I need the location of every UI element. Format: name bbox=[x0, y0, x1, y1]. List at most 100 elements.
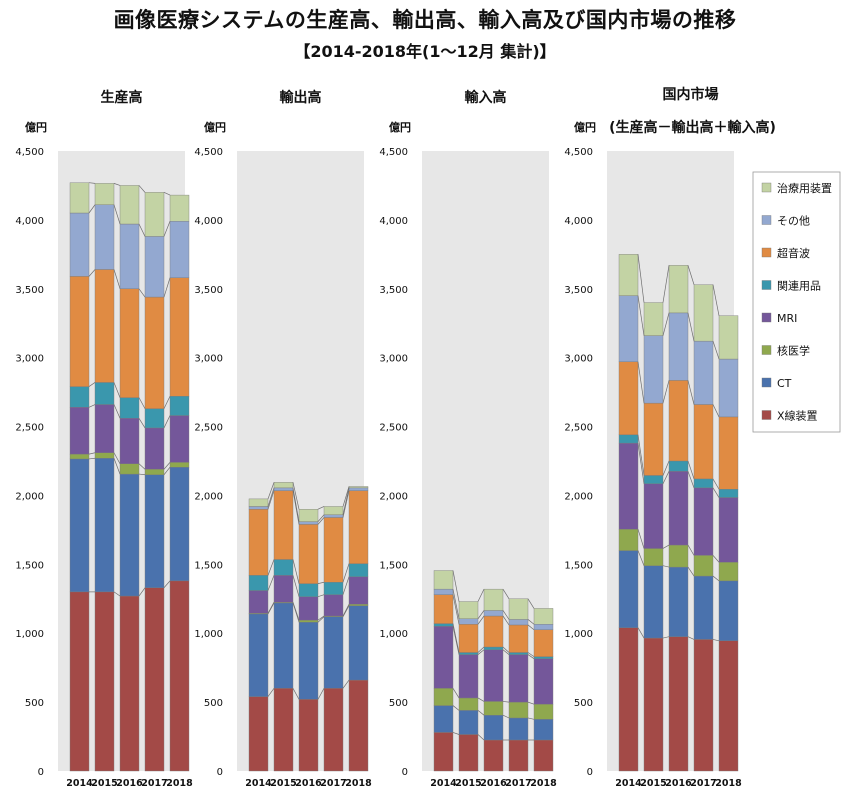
series-connector-line bbox=[662, 460, 670, 476]
bar-segment bbox=[144, 296, 165, 409]
bar-segment bbox=[533, 658, 554, 705]
bar-segment bbox=[433, 732, 454, 772]
bar-segment bbox=[119, 473, 140, 597]
bar-segment bbox=[618, 434, 639, 444]
series-connector-line bbox=[317, 688, 325, 700]
series-connector-line bbox=[527, 619, 535, 625]
bar-segment bbox=[273, 602, 294, 689]
series-connector-line bbox=[267, 559, 275, 576]
bar-segment bbox=[144, 587, 165, 772]
series-connector-line bbox=[267, 575, 275, 591]
series-connector-line bbox=[113, 204, 121, 225]
y-tick-label: 3,000 bbox=[194, 354, 223, 365]
series-connector-line bbox=[687, 312, 695, 342]
bar-segment bbox=[273, 688, 294, 772]
y-tick-label: 4,000 bbox=[15, 216, 44, 227]
bar-segment bbox=[693, 639, 714, 772]
series-connector-line bbox=[452, 705, 460, 711]
bar-segment bbox=[348, 490, 369, 564]
panel-title-0: 生産高 bbox=[101, 89, 143, 106]
series-connector-line bbox=[113, 404, 121, 419]
bar-segment bbox=[69, 407, 90, 455]
bar-segment bbox=[508, 652, 529, 655]
series-connector-line bbox=[317, 517, 325, 525]
bar-segment bbox=[718, 489, 739, 498]
legend-entry: X線装置 bbox=[777, 409, 818, 423]
bar-segment bbox=[119, 288, 140, 398]
x-category-label: 2014 bbox=[245, 778, 272, 789]
series-connector-line bbox=[292, 487, 300, 522]
bar-segment bbox=[618, 442, 639, 530]
bar-segment bbox=[433, 594, 454, 624]
series-connector-line bbox=[342, 604, 350, 617]
series-connector-line bbox=[637, 295, 645, 336]
bar-segment bbox=[483, 615, 504, 648]
x-category-label: 2016 bbox=[295, 778, 322, 789]
series-connector-line bbox=[687, 380, 695, 405]
bar-segment bbox=[119, 223, 140, 289]
bar-segment bbox=[119, 185, 140, 225]
legend-entry: 治療用装置 bbox=[777, 181, 832, 195]
y-tick-label: 1,000 bbox=[194, 629, 223, 640]
series-connector-line bbox=[267, 602, 275, 614]
series-connector-line bbox=[477, 610, 485, 619]
bar-segment bbox=[483, 701, 504, 716]
y-tick-label: 3,000 bbox=[379, 354, 408, 365]
bar-segment bbox=[668, 566, 689, 637]
series-connector-line bbox=[662, 380, 670, 404]
bar-segment bbox=[458, 710, 479, 735]
legend-entry: CT bbox=[777, 377, 792, 390]
bar-segment bbox=[169, 580, 190, 772]
bar-segment bbox=[94, 183, 115, 205]
series-connector-line bbox=[637, 627, 645, 639]
series-connector-line bbox=[452, 594, 460, 625]
bar-segment bbox=[483, 649, 504, 702]
bar-segment bbox=[323, 514, 344, 518]
series-connector-line bbox=[477, 649, 485, 655]
x-category-label: 2015 bbox=[91, 778, 117, 789]
bar-segment bbox=[298, 521, 319, 525]
bar-segment bbox=[169, 396, 190, 416]
bar-segment bbox=[298, 524, 319, 584]
bar-segment bbox=[433, 588, 454, 595]
legend-swatch bbox=[761, 215, 772, 225]
bar-segment bbox=[298, 509, 319, 522]
bar-segment bbox=[458, 618, 479, 625]
y-tick-label: 2,000 bbox=[564, 491, 593, 502]
x-category-label: 2018 bbox=[166, 778, 193, 789]
series-connector-line bbox=[138, 185, 146, 193]
x-category-label: 2014 bbox=[430, 778, 457, 789]
y-tick-label: 500 bbox=[25, 698, 44, 709]
series-connector-line bbox=[88, 404, 96, 408]
bar-segment bbox=[69, 591, 90, 772]
bar-segment bbox=[718, 562, 739, 582]
x-category-label: 2014 bbox=[615, 778, 642, 789]
bar-segment bbox=[718, 497, 739, 563]
y-tick-label: 4,500 bbox=[194, 147, 223, 158]
series-connector-line bbox=[163, 192, 171, 196]
series-connector-line bbox=[163, 580, 171, 588]
bar-segment bbox=[508, 654, 529, 703]
bar-segment bbox=[69, 453, 90, 460]
series-connector-line bbox=[138, 397, 146, 409]
series-connector-line bbox=[662, 544, 670, 549]
bar-segment bbox=[483, 610, 504, 617]
series-connector-line bbox=[502, 649, 510, 655]
y-tick-label: 1,500 bbox=[15, 560, 44, 571]
series-connector-line bbox=[687, 460, 695, 480]
bar-segment bbox=[718, 640, 739, 772]
series-connector-line bbox=[687, 265, 695, 285]
panel-subtitle-3: (生産高－輸出高＋輸入高) bbox=[609, 119, 776, 136]
y-tick-label: 500 bbox=[204, 698, 223, 709]
bar-segment bbox=[323, 616, 344, 689]
bar-segment bbox=[618, 361, 639, 436]
y-tick-label: 500 bbox=[389, 698, 408, 709]
series-connector-line bbox=[138, 288, 146, 298]
y-tick-label: 500 bbox=[574, 698, 593, 709]
series-connector-line bbox=[163, 221, 171, 237]
bar-segment bbox=[508, 624, 529, 653]
series-connector-line bbox=[317, 615, 325, 621]
series-connector-line bbox=[637, 361, 645, 404]
legend-entry: 超音波 bbox=[777, 246, 810, 260]
bar-segment bbox=[94, 204, 115, 270]
